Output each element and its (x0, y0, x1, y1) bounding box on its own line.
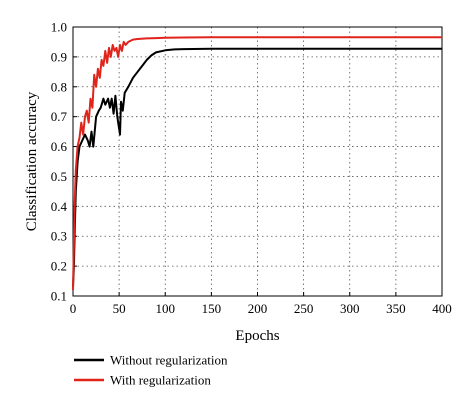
series-line-with-regularization (72, 36, 442, 291)
legend-label-with-regularization: With regularization (110, 373, 211, 388)
x-axis-label: Epochs (235, 328, 279, 344)
grid (73, 27, 442, 296)
x-tick-label: 300 (340, 301, 360, 316)
x-tick-label: 150 (202, 301, 222, 316)
x-tick-label: 50 (113, 301, 126, 316)
y-tick-label: 0.1 (51, 289, 67, 304)
plot-frame (72, 26, 443, 297)
y-axis-label: Classification accuracy (24, 91, 40, 231)
y-tick-label: 0.3 (51, 229, 67, 244)
y-tick-label: 0.5 (51, 169, 67, 184)
x-tick-label: 400 (432, 301, 452, 316)
y-tick-label: 0.7 (51, 109, 68, 124)
x-tick-label: 350 (386, 301, 406, 316)
axis-ticks: 0.1 0.2 0.3 0.4 0.5 0.6 0.7 0.8 0.9 1.0 0 50 100 150 2… (51, 20, 452, 317)
x-tick-label: 0 (70, 301, 77, 316)
y-tick-label: 0.6 (51, 139, 68, 154)
legend: Without regularization With regularizati… (74, 353, 228, 388)
x-tick-label: 250 (294, 301, 314, 316)
y-tick-label: 0.4 (51, 199, 68, 214)
y-tick-label: 1.0 (51, 20, 67, 35)
x-tick-label: 100 (156, 301, 176, 316)
legend-label-without-regularization: Without regularization (110, 353, 228, 368)
series-lines (72, 36, 442, 291)
y-tick-label: 0.8 (51, 79, 67, 94)
series-line-without-regularization (72, 47, 442, 288)
y-tick-label: 0.9 (51, 49, 67, 64)
y-tick-label: 0.2 (51, 259, 67, 274)
x-tick-label: 200 (248, 301, 268, 316)
